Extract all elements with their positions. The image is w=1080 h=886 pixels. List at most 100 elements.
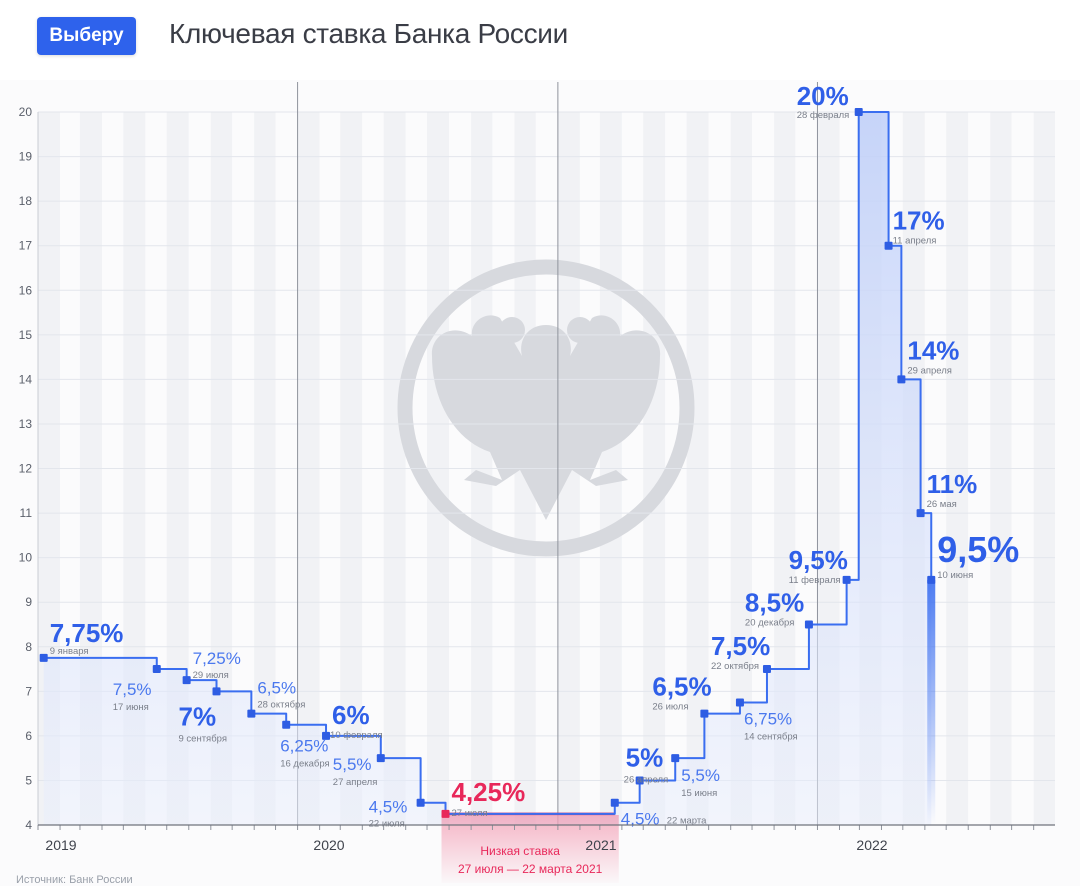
data-point — [762, 665, 771, 674]
data-point — [671, 754, 680, 763]
date-label: 14 сентября — [744, 731, 798, 742]
data-label: 6,25% — [280, 737, 328, 756]
date-label: 16 декабря — [280, 759, 329, 770]
date-label: 26 мая — [927, 499, 957, 510]
data-label: 7% — [179, 701, 217, 731]
data-point — [884, 241, 893, 250]
header-bar: Выберу Ключевая ставка Банка России — [0, 0, 1080, 80]
date-label: 29 июля — [193, 670, 229, 681]
data-point — [416, 798, 425, 807]
data-label: 7,5% — [113, 680, 152, 699]
data-label: 17% — [893, 206, 945, 236]
data-label: 7,75% — [50, 618, 124, 648]
data-label: 7,25% — [193, 649, 241, 668]
data-label: 6,75% — [744, 709, 792, 728]
date-label: 26 апреля — [624, 774, 669, 785]
data-label: 8,5% — [745, 587, 804, 617]
y-tick-label: 19 — [19, 150, 33, 164]
data-label: 6,5% — [652, 672, 711, 702]
date-label: 10 июня — [937, 570, 973, 581]
data-point — [927, 575, 936, 584]
data-point — [182, 676, 191, 685]
y-tick-label: 6 — [25, 729, 32, 743]
y-tick-label: 18 — [19, 194, 33, 208]
date-label: 28 февраля — [797, 110, 850, 121]
date-label: 22 марта — [667, 816, 707, 827]
data-point — [916, 509, 925, 518]
y-tick-label: 15 — [19, 328, 33, 342]
low-rate-range: 27 июля — 22 марта 2021 — [458, 862, 603, 876]
source-note: Источник: Банк России — [16, 874, 133, 886]
data-label: 11% — [927, 469, 978, 499]
data-label: 5,5% — [681, 766, 720, 785]
data-point — [610, 798, 619, 807]
data-labels: 7,75%9 января 7,5% 17 июня 7,25% 29 июля 7% 9 … — [50, 81, 1020, 830]
data-label: 7,5% — [711, 631, 770, 661]
y-tick-label: 8 — [25, 640, 32, 654]
data-label: 4,25% — [452, 777, 526, 807]
y-tick-label: 10 — [19, 551, 33, 565]
data-point — [322, 731, 331, 740]
data-label: 5% — [626, 742, 664, 772]
data-point — [897, 375, 906, 384]
x-tick-label: 2021 — [585, 837, 616, 853]
area-fill — [43, 112, 936, 825]
data-label: 4,5% — [369, 798, 408, 817]
emblem-head-right — [567, 317, 593, 343]
data-points — [39, 108, 936, 818]
data-point — [854, 108, 863, 116]
date-label: 27 июля — [452, 808, 488, 819]
date-label: 9 сентября — [179, 733, 227, 744]
y-tick-label: 14 — [19, 372, 33, 386]
date-label: 11 апреля — [893, 236, 937, 247]
data-label: 6% — [332, 700, 370, 730]
y-tick-label: 12 — [19, 462, 33, 476]
data-label: 14% — [907, 335, 959, 365]
data-point — [212, 687, 221, 696]
page-title: Ключевая ставка Банка России — [169, 18, 568, 49]
date-label: 29 апреля — [907, 365, 952, 376]
y-tick-label: 13 — [19, 417, 33, 431]
date-label: 10 февраля — [330, 730, 383, 741]
area-fill-path — [43, 112, 932, 825]
emblem-ring — [397, 259, 695, 557]
y-tick-label: 17 — [19, 239, 33, 253]
y-tick-label: 9 — [25, 595, 32, 609]
date-label: 27 апреля — [333, 777, 378, 788]
y-tick-label: 4 — [25, 818, 32, 832]
data-label: 9,5% — [789, 545, 848, 575]
brand-button[interactable]: Выберу — [37, 17, 136, 55]
y-tick-label: 5 — [25, 773, 32, 787]
data-point — [735, 698, 744, 707]
data-label: 6,5% — [257, 679, 296, 698]
x-tick-label: 2022 — [856, 837, 887, 853]
date-label: 15 июня — [681, 788, 717, 799]
data-point — [247, 709, 256, 718]
data-point — [700, 709, 709, 718]
data-point — [39, 653, 48, 662]
date-label: 22 октября — [711, 661, 759, 672]
date-label: 11 февраля — [789, 575, 841, 586]
data-point — [804, 620, 813, 629]
date-label: 22 июля — [369, 819, 405, 830]
data-point — [376, 754, 385, 763]
y-tick-label: 20 — [19, 105, 33, 119]
date-label: 26 июля — [652, 702, 688, 713]
y-tick-label: 16 — [19, 283, 33, 297]
x-tick-label: 2020 — [313, 837, 344, 853]
data-point — [152, 665, 161, 674]
date-label: 28 октября — [257, 700, 305, 711]
data-label: 5,5% — [333, 755, 372, 774]
x-tick-label: 2019 — [45, 837, 76, 853]
data-point — [635, 776, 644, 785]
data-label: 4,5% — [621, 810, 660, 829]
bank-of-russia-eagle-icon — [397, 259, 695, 557]
date-label: 20 декабря — [745, 617, 794, 628]
y-tick-label: 11 — [20, 506, 33, 520]
latest-rate-tail — [927, 579, 936, 825]
data-point — [282, 720, 291, 729]
axis-ticks: 4 5 6 7 8 9 10 11 12 13 14 15 16 17 18 19 20 2019 2020 2021… — [19, 105, 1055, 853]
low-rate-title: Низкая ставка — [480, 844, 560, 858]
low-rate-annotation: Низкая ставка 27 июля — 22 марта 2021 — [441, 812, 619, 883]
